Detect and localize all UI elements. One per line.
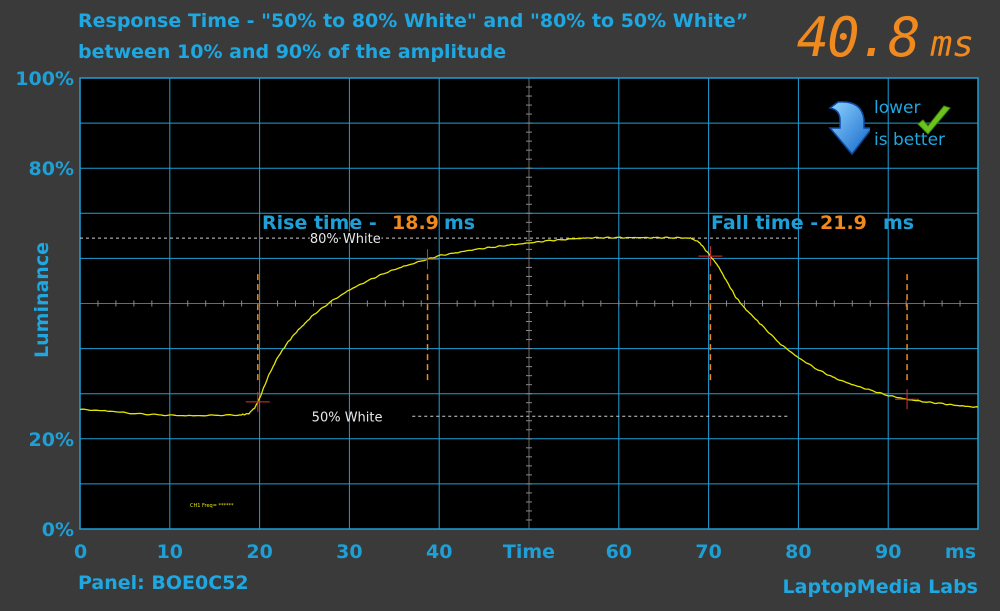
total-response-time-value: 40.8 <box>796 6 921 69</box>
x-tick-label: 90 <box>875 541 901 563</box>
x-tick-label: 60 <box>606 541 632 563</box>
y-tick-label: 0% <box>42 519 74 541</box>
badge-text-lower: lower <box>874 98 921 118</box>
x-tick-label: 30 <box>336 541 362 563</box>
x-tick-label: 0 <box>74 541 87 563</box>
credit-label: LaptopMedia Labs <box>782 576 978 598</box>
fall-time-label: Fall time - <box>711 212 818 234</box>
reference-label-80: 80% White <box>310 232 381 247</box>
panel-label: Panel: BOE0C52 <box>78 572 249 594</box>
rise-time-label: Rise time - <box>262 212 377 234</box>
scope-note: CH1 Freq= ****** <box>190 503 234 509</box>
rise-time-unit: ms <box>444 212 475 234</box>
fall-time-unit: ms <box>883 212 914 234</box>
badge-text-is-better: is better <box>874 130 946 150</box>
y-tick-label: 20% <box>29 429 74 451</box>
chart-title: Response Time - "50% to 80% White" and "… <box>78 6 778 68</box>
total-response-time: 40.8 ms <box>797 6 974 69</box>
chart-title-line-2: between 10% and 90% of the amplitude <box>78 41 507 63</box>
plot-border <box>79 77 979 530</box>
luminance-trace <box>79 236 979 417</box>
x-tick-label: 70 <box>695 541 721 563</box>
reference-label-50: 50% White <box>312 410 383 425</box>
y-tick-label: 80% <box>29 158 74 180</box>
x-tick-label: 80 <box>785 541 811 563</box>
chart-title-line-1: Response Time - "50% to 80% White" and "… <box>78 10 749 32</box>
fall-time-value: 21.9 <box>820 212 867 234</box>
x-tick-label: 10 <box>157 541 183 563</box>
x-tick-label: 40 <box>426 541 452 563</box>
lower-is-better-badge: lower is better <box>818 96 958 158</box>
rise-time-value: 18.9 <box>392 212 439 234</box>
check-icon <box>917 105 951 135</box>
arrow-down-icon <box>828 101 870 156</box>
y-tick-label: 100% <box>15 68 74 90</box>
x-tick-label: ms <box>945 541 976 563</box>
x-tick-label: Time <box>503 541 555 563</box>
total-response-time-unit: ms <box>930 24 974 65</box>
x-tick-label: 20 <box>246 541 272 563</box>
